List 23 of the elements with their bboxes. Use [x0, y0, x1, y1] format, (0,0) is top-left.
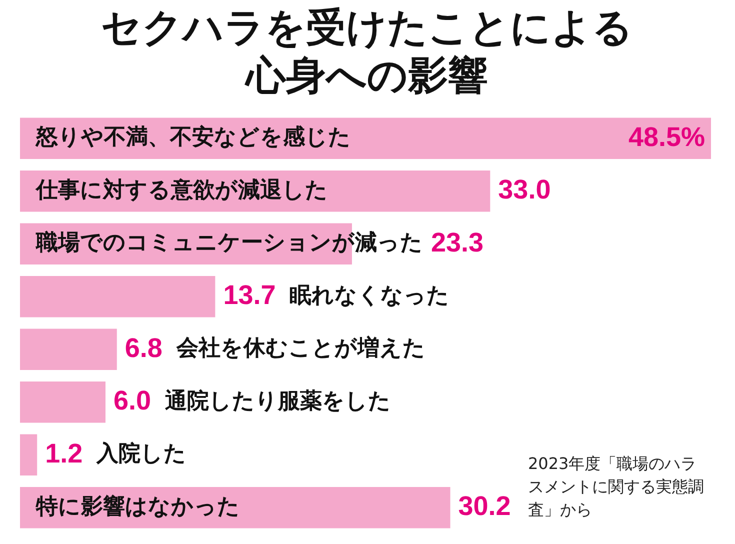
bar [20, 434, 38, 476]
data-label: 13.7 [223, 280, 276, 310]
data-label: 30.2 [458, 491, 511, 522]
y-tick-label: 会社を休むことが増えた [175, 335, 426, 362]
chart-title: セクハラを受けたことによる心身への影響 [100, 4, 634, 100]
data-label: 1.2 [45, 438, 83, 468]
annotation: 2023年度「職場のハラスメントに関する実態調査」から [528, 453, 705, 521]
bar [20, 487, 450, 528]
data-label: 6.8 [124, 332, 162, 363]
y-tick-label: 通院したり服薬をした [164, 388, 392, 414]
y-tick-label: 職場でのコミュニケーションが減った [35, 230, 423, 256]
y-tick-label: 特に影響はなかった [35, 493, 240, 520]
data-label: 33.0 [498, 174, 551, 205]
y-tick-label: 眠れなくなった [290, 283, 450, 308]
bar [20, 328, 117, 370]
bar [20, 382, 106, 423]
data-label: 23.3 [431, 227, 484, 258]
data-label: 48.5% [628, 122, 706, 152]
y-tick-label: 仕事に対する意欲が減退した [35, 176, 328, 203]
bar [20, 276, 216, 318]
y-tick-label: 入院した [96, 442, 187, 467]
data-label: 6.0 [113, 386, 152, 416]
y-tick-label: 怒りや不満、不安などを感じた [35, 124, 351, 150]
